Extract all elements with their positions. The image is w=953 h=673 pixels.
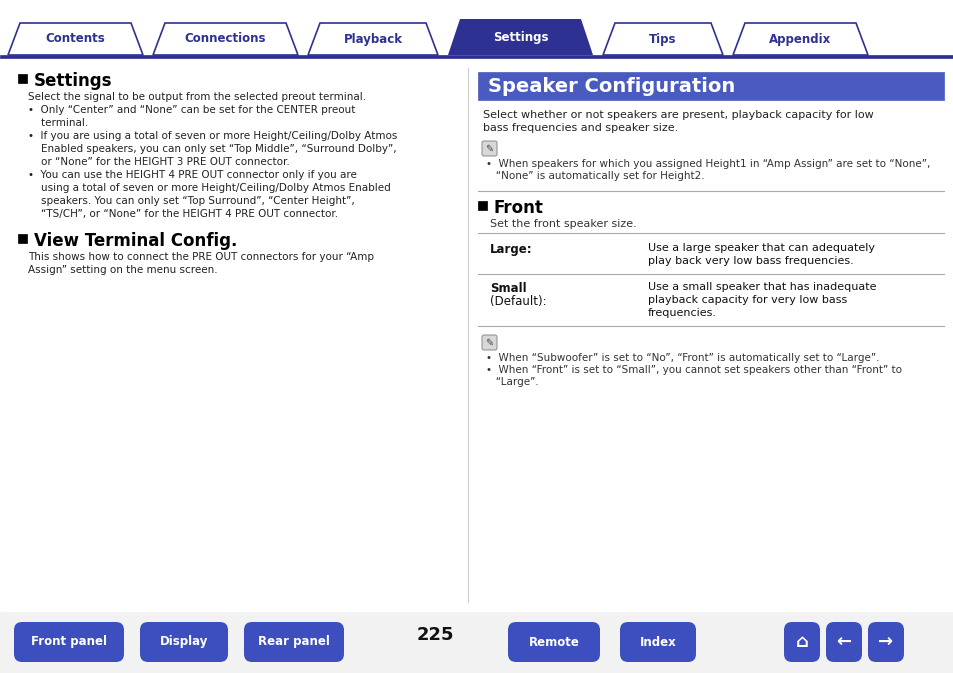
FancyBboxPatch shape	[825, 622, 862, 662]
Text: playback capacity for very low bass: playback capacity for very low bass	[647, 295, 846, 305]
FancyBboxPatch shape	[14, 622, 124, 662]
Text: frequencies.: frequencies.	[647, 308, 717, 318]
Text: •  When “Front” is set to “Small”, you cannot set speakers other than “Front” to: • When “Front” is set to “Small”, you ca…	[485, 365, 901, 375]
Polygon shape	[308, 23, 437, 55]
Text: Front panel: Front panel	[30, 635, 107, 649]
FancyBboxPatch shape	[244, 622, 344, 662]
Text: Display: Display	[160, 635, 208, 649]
Text: using a total of seven or more Height/Ceiling/Dolby Atmos Enabled: using a total of seven or more Height/Ce…	[28, 183, 391, 193]
Text: Enabled speakers, you can only set “Top Middle”, “Surround Dolby”,: Enabled speakers, you can only set “Top …	[28, 144, 396, 154]
Text: play back very low bass frequencies.: play back very low bass frequencies.	[647, 256, 853, 266]
Text: Set the front speaker size.: Set the front speaker size.	[490, 219, 636, 229]
Polygon shape	[152, 23, 297, 55]
Text: Small: Small	[490, 282, 526, 295]
Text: Playback: Playback	[343, 32, 402, 46]
Bar	[477, 201, 486, 210]
Text: ✎: ✎	[485, 337, 493, 347]
FancyBboxPatch shape	[481, 335, 497, 350]
Text: Settings: Settings	[34, 72, 112, 90]
FancyBboxPatch shape	[619, 622, 696, 662]
Text: •  You can use the HEIGHT 4 PRE OUT connector only if you are: • You can use the HEIGHT 4 PRE OUT conne…	[28, 170, 356, 180]
FancyBboxPatch shape	[867, 622, 903, 662]
Text: Use a large speaker that can adequately: Use a large speaker that can adequately	[647, 243, 874, 253]
Bar	[18, 234, 27, 243]
Text: •  When “Subwoofer” is set to “No”, “Front” is automatically set to “Large”.: • When “Subwoofer” is set to “No”, “Fron…	[485, 353, 879, 363]
Polygon shape	[8, 23, 143, 55]
Bar	[0, 612, 953, 673]
Bar	[18, 74, 27, 83]
Text: Select the signal to be output from the selected preout terminal.: Select the signal to be output from the …	[28, 92, 366, 102]
Text: Assign” setting on the menu screen.: Assign” setting on the menu screen.	[28, 265, 217, 275]
Text: ⌂: ⌂	[795, 633, 807, 651]
Text: (Default):: (Default):	[490, 295, 546, 308]
Text: •  If you are using a total of seven or more Height/Ceiling/Dolby Atmos: • If you are using a total of seven or m…	[28, 131, 397, 141]
Text: Speaker Configuration: Speaker Configuration	[488, 77, 735, 96]
Polygon shape	[732, 23, 867, 55]
Text: →: →	[878, 633, 893, 651]
Text: Rear panel: Rear panel	[258, 635, 330, 649]
Text: “TS/CH”, or “None” for the HEIGHT 4 PRE OUT connector.: “TS/CH”, or “None” for the HEIGHT 4 PRE …	[28, 209, 337, 219]
Text: Select whether or not speakers are present, playback capacity for low: Select whether or not speakers are prese…	[482, 110, 873, 120]
Text: View Terminal Config.: View Terminal Config.	[34, 232, 237, 250]
FancyBboxPatch shape	[481, 141, 497, 156]
Text: •  Only “Center” and “None” can be set for the CENTER preout: • Only “Center” and “None” can be set fo…	[28, 105, 355, 115]
Text: This shows how to connect the PRE OUT connectors for your “Amp: This shows how to connect the PRE OUT co…	[28, 252, 374, 262]
Text: Large:: Large:	[490, 243, 532, 256]
Text: Tips: Tips	[649, 32, 676, 46]
Text: Contents: Contents	[46, 32, 105, 46]
Text: speakers. You can only set “Top Surround”, “Center Height”,: speakers. You can only set “Top Surround…	[28, 196, 355, 206]
Bar	[477, 72, 943, 100]
FancyBboxPatch shape	[507, 622, 599, 662]
Text: Index: Index	[639, 635, 676, 649]
Text: Appendix: Appendix	[768, 32, 831, 46]
FancyBboxPatch shape	[140, 622, 228, 662]
Text: Front: Front	[494, 199, 543, 217]
Text: or “None” for the HEIGHT 3 PRE OUT connector.: or “None” for the HEIGHT 3 PRE OUT conne…	[28, 157, 290, 167]
Bar	[0, 55, 953, 58]
Text: ✎: ✎	[485, 143, 493, 153]
Bar	[0, 58, 953, 612]
Text: bass frequencies and speaker size.: bass frequencies and speaker size.	[482, 123, 678, 133]
Text: •  When speakers for which you assigned Height1 in “Amp Assign” are set to “None: • When speakers for which you assigned H…	[485, 159, 929, 169]
Text: Remote: Remote	[528, 635, 578, 649]
Text: Settings: Settings	[493, 30, 548, 44]
Text: “Large”.: “Large”.	[485, 377, 538, 387]
Text: ←: ←	[836, 633, 851, 651]
Text: terminal.: terminal.	[28, 118, 89, 128]
Text: 225: 225	[416, 626, 454, 644]
Text: Connections: Connections	[185, 32, 266, 46]
Bar	[0, 0, 953, 58]
Polygon shape	[602, 23, 722, 55]
Text: Use a small speaker that has inadequate: Use a small speaker that has inadequate	[647, 282, 876, 292]
Text: “None” is automatically set for Height2.: “None” is automatically set for Height2.	[485, 171, 704, 181]
FancyBboxPatch shape	[783, 622, 820, 662]
Polygon shape	[448, 19, 593, 55]
